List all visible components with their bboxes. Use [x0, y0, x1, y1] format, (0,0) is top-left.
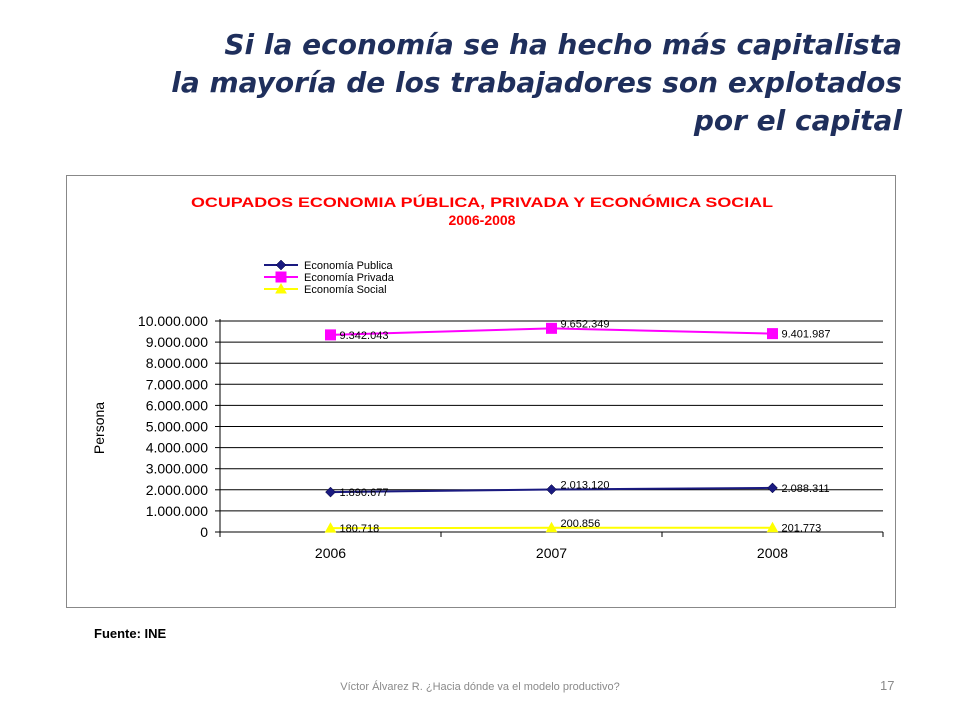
y-tick-label: 6.000.000	[146, 397, 208, 413]
page-number: 17	[880, 678, 895, 693]
y-tick-label: 1.000.000	[146, 503, 208, 519]
data-point	[545, 521, 558, 533]
data-label: 9.342.043	[340, 330, 389, 342]
chart-subtitle: 2006-2008	[449, 212, 516, 228]
y-tick-label: 2.000.000	[146, 482, 208, 498]
slide-title: Si la economía se ha hecho más capitalis…	[42, 26, 902, 140]
x-tick-label: 2007	[536, 545, 567, 561]
data-point	[324, 522, 337, 533]
data-point	[767, 328, 778, 340]
y-tick-label: 5.000.000	[146, 419, 208, 435]
legend-label: Economía Privada	[304, 272, 395, 284]
y-tick-label: 9.000.000	[146, 334, 208, 350]
data-label: 1.890.677	[340, 487, 389, 499]
x-tick-label: 2008	[757, 545, 788, 561]
data-point	[546, 484, 557, 495]
data-label: 200.856	[561, 518, 601, 530]
slide-title-line-2: la mayoría de los trabajadores son explo…	[171, 66, 902, 99]
chart-frame: OCUPADOS ECONOMIA PÚBLICA, PRIVADA Y ECO…	[66, 175, 896, 608]
legend-marker	[275, 282, 287, 294]
y-tick-label: 7.000.000	[146, 376, 208, 392]
data-label: 9.401.987	[782, 329, 831, 341]
y-tick-label: 0	[200, 524, 208, 540]
line-chart: OCUPADOS ECONOMIA PÚBLICA, PRIVADA Y ECO…	[91, 193, 884, 561]
data-point	[767, 482, 778, 494]
slide-title-line-1: Si la economía se ha hecho más capitalis…	[224, 28, 902, 61]
data-label: 9.652.349	[561, 318, 610, 330]
chart-title: OCUPADOS ECONOMIA PÚBLICA, PRIVADA Y ECO…	[191, 193, 774, 210]
data-label: 180.718	[340, 523, 380, 535]
data-point	[546, 322, 557, 334]
x-tick-label: 2006	[315, 545, 346, 561]
data-point	[325, 486, 336, 498]
y-tick-label: 8.000.000	[146, 355, 208, 371]
data-point	[325, 329, 336, 341]
footer-text: Víctor Álvarez R. ¿Hacia dónde va el mod…	[340, 681, 620, 693]
source-note: Fuente: INE	[94, 626, 167, 641]
data-label: 2.013.120	[561, 480, 610, 492]
y-tick-label: 3.000.000	[146, 461, 208, 477]
y-tick-label: 10.000.000	[138, 313, 208, 329]
y-axis-label: Persona	[91, 402, 107, 454]
legend-marker	[275, 259, 287, 271]
y-tick-label: 4.000.000	[146, 440, 208, 456]
legend-label: Economía Social	[304, 284, 387, 296]
legend-label: Economía Publica	[304, 260, 394, 272]
data-label: 201.773	[782, 523, 822, 535]
data-label: 2.088.311	[782, 483, 830, 495]
slide-title-line-3: por el capital	[693, 104, 902, 137]
data-point	[766, 521, 779, 533]
legend-marker	[275, 271, 287, 283]
